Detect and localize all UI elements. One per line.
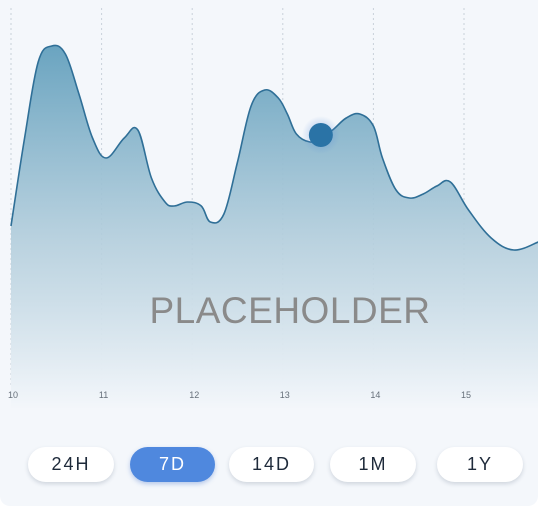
x-tick-label: 12 <box>189 390 199 400</box>
x-tick-label: 11 <box>99 390 108 400</box>
x-tick-label: 15 <box>461 390 471 400</box>
range-button-1y[interactable]: 1Y <box>437 447 523 482</box>
x-tick-label: 10 <box>8 390 18 400</box>
series-area <box>11 45 538 410</box>
range-button-24h[interactable]: 24H <box>28 447 114 482</box>
highlight-marker[interactable] <box>308 123 333 147</box>
area-chart: 10 11 12 13 14 15 <box>8 8 538 410</box>
placeholder-text: PLACEHOLDER <box>149 290 431 331</box>
range-button-14d[interactable]: 14D <box>229 447 314 482</box>
x-tick-label: 14 <box>370 390 380 400</box>
range-button-7d[interactable]: 7D <box>130 447 215 482</box>
series-line <box>10 44 538 251</box>
x-tick-label: 13 <box>280 390 290 400</box>
range-button-1m[interactable]: 1M <box>330 447 416 482</box>
x-axis-ticks: 10 11 12 13 14 15 <box>8 390 471 400</box>
range-selector: 24H 7D 14D 1M 1Y <box>0 447 538 487</box>
